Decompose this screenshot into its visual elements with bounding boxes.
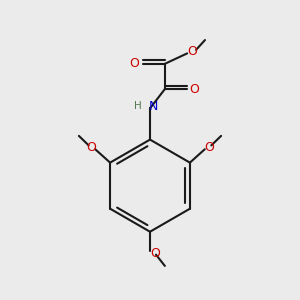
Text: O: O bbox=[190, 82, 200, 96]
Text: O: O bbox=[150, 247, 160, 260]
Text: O: O bbox=[130, 57, 140, 70]
Text: N: N bbox=[148, 100, 158, 113]
Text: H: H bbox=[134, 101, 141, 111]
Text: O: O bbox=[86, 141, 96, 154]
Text: O: O bbox=[204, 141, 214, 154]
Text: O: O bbox=[187, 45, 197, 58]
